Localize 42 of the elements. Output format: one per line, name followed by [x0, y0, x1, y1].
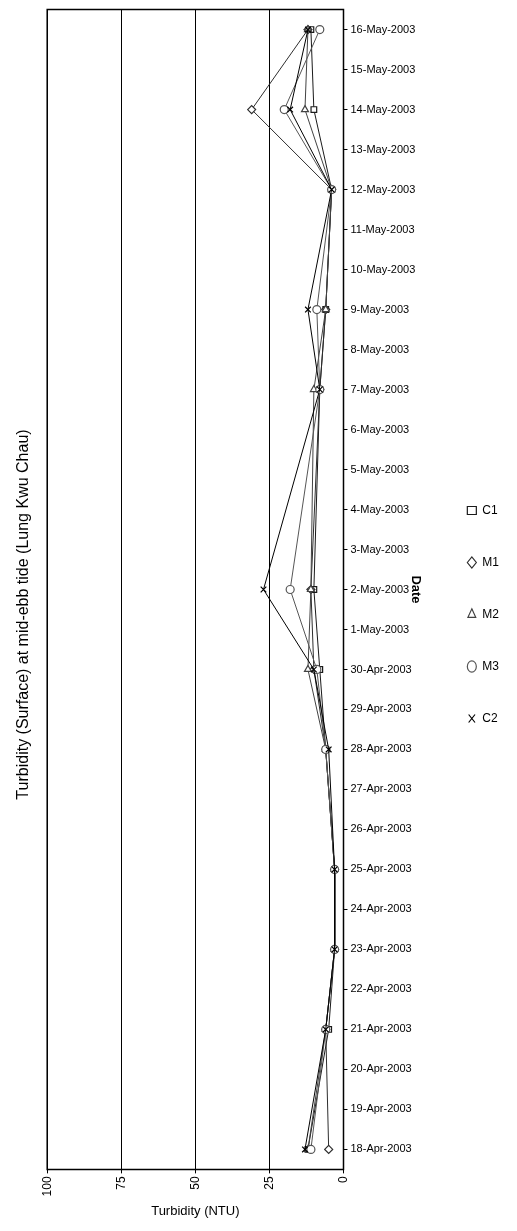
y-tick-label: 19-Apr-2003 — [350, 1102, 412, 1115]
y-tick-label: 15-May-2003 — [350, 62, 416, 75]
y-tick-label: 4-May-2003 — [350, 502, 410, 515]
x-axis-title: Turbidity (NTU) — [151, 1202, 240, 1218]
y-tick-label: 14-May-2003 — [350, 102, 416, 115]
y-tick-label: 10-May-2003 — [350, 262, 416, 275]
y-tick-label: 25-Apr-2003 — [350, 862, 412, 875]
x-tick-label: 50 — [187, 1176, 202, 1190]
y-tick-label: 23-Apr-2003 — [350, 942, 412, 955]
y-tick-label: 16-May-2003 — [350, 22, 416, 35]
legend-label: M2 — [482, 606, 500, 621]
x-tick-label: 75 — [113, 1176, 128, 1190]
x-tick-label: 0 — [335, 1176, 350, 1184]
x-tick-label: 25 — [261, 1176, 276, 1190]
y-tick-label: 12-May-2003 — [350, 182, 416, 195]
y-tick-label: 1-May-2003 — [350, 622, 410, 635]
y-tick-label: 3-May-2003 — [350, 542, 410, 555]
y-axis-title: Date — [408, 575, 424, 604]
text: Turbidity (Surface) at mid-ebb tide (Lung Kwu Chau) — [14, 429, 32, 800]
y-tick-label: 7-May-2003 — [350, 382, 410, 395]
y-tick-label: 6-May-2003 — [350, 422, 410, 435]
y-tick-label: 13-May-2003 — [350, 142, 416, 155]
y-tick-label: 24-Apr-2003 — [350, 902, 412, 915]
y-tick-label: 18-Apr-2003 — [350, 1142, 412, 1155]
legend-label: M3 — [482, 658, 500, 673]
y-tick-label: 9-May-2003 — [350, 302, 410, 315]
y-tick-label: 20-Apr-2003 — [350, 1062, 412, 1075]
y-tick-label: 21-Apr-2003 — [350, 1022, 412, 1035]
legend-label: C2 — [482, 710, 498, 725]
y-tick-label: 28-Apr-2003 — [350, 742, 412, 755]
y-tick-label: 26-Apr-2003 — [350, 822, 412, 835]
y-tick-label: 30-Apr-2003 — [350, 662, 412, 675]
y-tick-label: 11-May-2003 — [350, 222, 415, 235]
y-tick-label: 2-May-2003 — [350, 582, 410, 595]
x-tick-label: 100 — [39, 1176, 54, 1197]
y-tick-label: 27-Apr-2003 — [350, 782, 412, 795]
y-tick-label: 5-May-2003 — [350, 462, 410, 475]
legend-label: M1 — [482, 554, 500, 569]
y-tick-label: 22-Apr-2003 — [350, 982, 412, 995]
y-tick-label: 29-Apr-2003 — [350, 702, 412, 715]
y-tick-label: 8-May-2003 — [350, 342, 410, 355]
legend-label: C1 — [482, 502, 498, 517]
